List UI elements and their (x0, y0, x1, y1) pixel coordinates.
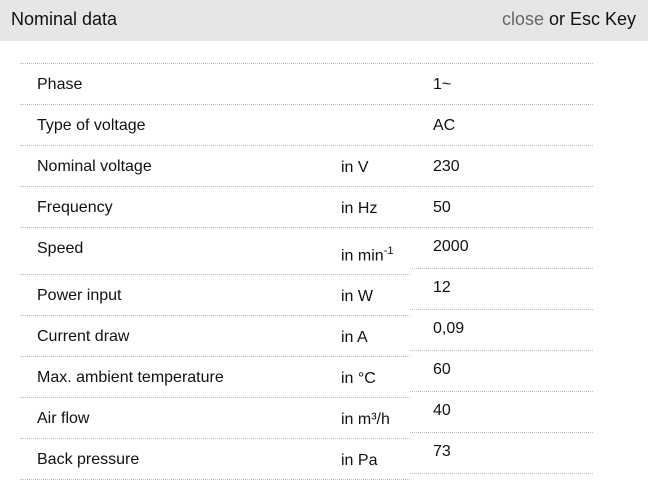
value-row: 73 (410, 433, 593, 474)
value-row: 40 (410, 392, 593, 433)
value-row: 1~ (410, 64, 593, 105)
row-unit: in A (341, 329, 368, 347)
unit-text: in Hz (341, 200, 378, 217)
value-row: 60 (410, 351, 593, 392)
value-row: 230 (410, 146, 593, 187)
unit-text: in Pa (341, 452, 378, 469)
table-row: Frequency in Hz (20, 187, 410, 228)
table-row: Back pressure in Pa (20, 439, 410, 480)
value-row: 12 (410, 269, 593, 310)
value-row: 50 (410, 187, 593, 228)
row-unit: in Pa (341, 452, 377, 470)
table-row: Power input in W (20, 275, 410, 316)
row-label: Power input (37, 287, 122, 304)
table-row: Nominal voltage in V (20, 146, 410, 187)
unit-text: in °C (341, 370, 376, 387)
unit-text: in V (341, 159, 369, 176)
row-value: AC (433, 117, 456, 134)
row-label: Phase (37, 76, 83, 93)
value-row: AC (410, 105, 593, 146)
row-unit: in °C (341, 370, 376, 388)
row-unit: in min-1 (341, 245, 393, 265)
row-value: 230 (433, 158, 460, 175)
unit-text: in m³/h (341, 411, 390, 428)
table-row: Phase (20, 64, 410, 105)
value-row: 2000 (410, 228, 593, 269)
row-label: Back pressure (37, 451, 140, 468)
row-unit: in W (341, 288, 373, 306)
row-value: 73 (433, 443, 451, 460)
row-label: Speed (37, 240, 84, 257)
row-value: 12 (433, 279, 451, 296)
unit-text: in W (341, 288, 373, 305)
row-label: Type of voltage (37, 117, 146, 134)
unit-text: in min (341, 247, 384, 265)
table-row: Max. ambient temperature in °C (20, 357, 410, 398)
row-label: Current draw (37, 328, 130, 345)
row-value: 0,09 (433, 320, 465, 337)
row-value: 60 (433, 361, 451, 378)
table-row: Current draw in A (20, 316, 410, 357)
table-row: Type of voltage (20, 105, 410, 146)
row-label: Max. ambient temperature (37, 369, 224, 386)
labels-table: Phase Type of voltage Nominal voltage in V F… (20, 63, 410, 480)
close-hint-text: or Esc Key (543, 9, 636, 29)
values-table: 1~ AC 230 50 2000 12 0,09 60 40 73 (410, 63, 593, 474)
row-unit: in m³/h (341, 411, 390, 429)
row-unit: in Hz (341, 200, 377, 218)
row-value: 2000 (433, 238, 469, 255)
table-row: Speed in min-1 (20, 228, 410, 275)
value-row: 0,09 (410, 310, 593, 351)
row-unit: in V (341, 159, 369, 177)
unit-text: in A (341, 329, 368, 346)
row-value: 1~ (433, 76, 452, 93)
dialog-title: Nominal data (11, 9, 118, 29)
close-hint: close or Esc Key (502, 9, 636, 30)
close-link[interactable]: close (501, 9, 544, 29)
row-label: Frequency (37, 199, 113, 216)
row-value: 40 (433, 402, 451, 419)
row-label: Nominal voltage (37, 158, 152, 175)
table-row: Air flow in m³/h (20, 398, 410, 439)
row-label: Air flow (37, 410, 90, 427)
row-value: 50 (433, 199, 451, 216)
dialog-header: Nominal data close or Esc Key (0, 0, 648, 41)
unit-exponent: -1 (383, 245, 394, 257)
